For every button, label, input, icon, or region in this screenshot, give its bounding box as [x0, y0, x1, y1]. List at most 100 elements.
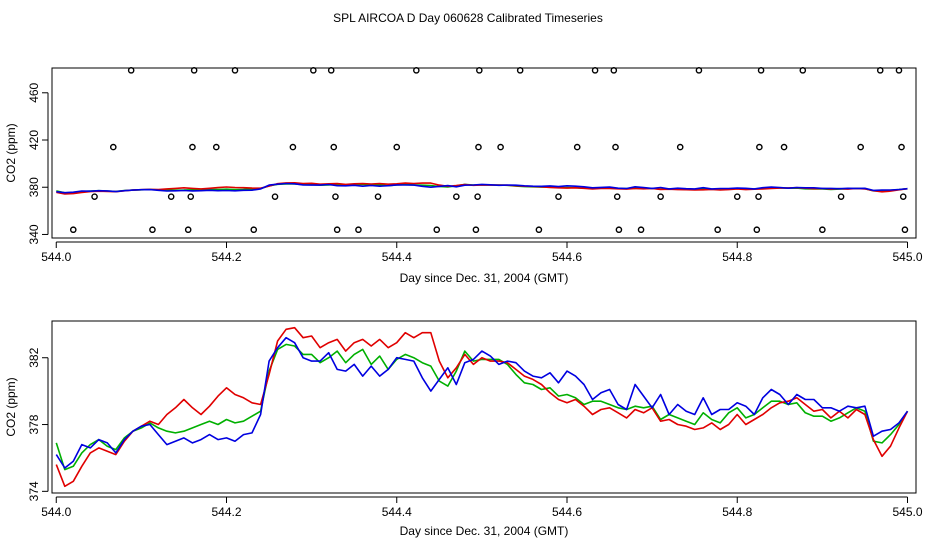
x-tick-label: 544.0 — [41, 505, 71, 519]
outlier-point — [355, 226, 362, 234]
outlier-point — [591, 67, 599, 74]
series-line-red — [55, 326, 909, 488]
outlier-point — [799, 67, 807, 74]
x-tick-label: 544.4 — [382, 505, 412, 519]
x-tick-label: 545.0 — [892, 250, 922, 264]
outlier-point — [167, 193, 175, 200]
outlier-point — [610, 67, 618, 74]
series-layer-top — [56, 182, 908, 195]
outlier-point — [433, 226, 441, 234]
outlier-point — [695, 67, 703, 74]
plot-frame-top — [51, 67, 917, 239]
outlier-point — [231, 67, 239, 74]
x-tick-label: 544.6 — [552, 250, 582, 264]
series-line-blue — [55, 336, 909, 469]
outlier-point — [497, 143, 504, 151]
y-axis-label-top: CO2 (ppm) — [4, 123, 18, 182]
outlier-point — [333, 226, 341, 234]
outlier-point — [69, 226, 77, 234]
x-tick-label: 544.2 — [211, 505, 241, 519]
outlier-point — [472, 226, 480, 234]
outlier-point — [676, 143, 684, 151]
x-tick-label: 544.8 — [722, 250, 752, 264]
outlier-point — [757, 67, 765, 74]
outlier-point — [212, 143, 220, 151]
outlier-point — [615, 226, 623, 234]
y-axis-top: 340 380 420 460 — [27, 82, 49, 244]
outlier-point — [516, 67, 524, 74]
x-axis-label-top: Day since Dec. 31, 2004 (GMT) — [400, 271, 569, 285]
outlier-point — [898, 143, 905, 151]
outlier-point — [901, 226, 909, 234]
panel-top: 544.0 544.2 544.4 544.6 544.8 545.0 340 380 420… — [4, 67, 923, 285]
x-tick-label: 544.4 — [382, 250, 412, 264]
outlier-point — [612, 143, 619, 151]
y-axis-bottom: 374 378 382 — [27, 347, 49, 501]
outlier-point — [413, 67, 420, 74]
outlier-point — [187, 193, 195, 200]
y-tick-label: 340 — [27, 224, 41, 244]
outlier-point — [190, 67, 198, 74]
outlier-point — [895, 67, 903, 74]
outlier-point — [184, 226, 192, 234]
outlier-point — [876, 67, 884, 74]
outlier-point — [755, 193, 762, 200]
outlier-point — [819, 226, 826, 234]
outlier-point — [250, 226, 258, 234]
outlier-point — [189, 143, 196, 151]
x-tick-label: 545.0 — [892, 505, 922, 519]
outlier-point — [310, 67, 317, 74]
outlier-point — [733, 193, 741, 200]
outlier-point — [555, 193, 562, 200]
y-tick-label: 460 — [27, 82, 41, 102]
outlier-point — [91, 193, 98, 200]
outlier-point — [780, 143, 788, 151]
y-axis-label-bottom: CO2 (ppm) — [4, 377, 18, 436]
x-axis-top: 544.0 544.2 544.4 544.6 544.8 545.0 — [41, 241, 923, 264]
outlier-point — [535, 226, 543, 234]
outlier-point — [756, 143, 763, 151]
outlier-point — [613, 193, 621, 200]
x-tick-label: 544.6 — [552, 505, 582, 519]
series-layer-bottom — [55, 326, 909, 488]
x-axis-bottom: 544.0 544.2 544.4 544.6 544.8 545.0 — [41, 496, 923, 519]
outlier-point — [289, 143, 297, 151]
outlier-point — [476, 67, 483, 74]
y-tick-label: 378 — [27, 414, 41, 434]
outlier-point — [271, 193, 279, 200]
outlier-point — [474, 193, 481, 200]
outlier-point — [637, 226, 645, 234]
y-tick-label: 420 — [27, 130, 41, 150]
outlier-point — [330, 143, 338, 151]
outlier-point — [573, 143, 581, 151]
outlier-point — [753, 226, 761, 234]
outlier-point — [127, 67, 135, 74]
outlier-layer — [69, 67, 909, 234]
outlier-point — [657, 193, 664, 200]
x-tick-label: 544.8 — [722, 505, 752, 519]
outlier-point — [475, 143, 482, 151]
series-line-blue — [56, 182, 908, 194]
outlier-point — [374, 193, 382, 200]
series-line-green — [55, 343, 909, 471]
chart-title: SPL AIRCOA D Day 060628 Calibrated Times… — [333, 11, 603, 25]
outlier-point — [109, 143, 117, 151]
outlier-point — [837, 193, 845, 200]
y-tick-label: 380 — [27, 177, 41, 197]
y-tick-label: 374 — [27, 481, 41, 501]
plot-frame-bottom — [51, 320, 917, 494]
outlier-point — [714, 226, 721, 234]
x-tick-label: 544.0 — [41, 250, 71, 264]
outlier-point — [393, 143, 401, 151]
panel-bottom: 544.0 544.2 544.4 544.6 544.8 545.0 374 378 382… — [4, 320, 923, 538]
x-axis-label-bottom: Day since Dec. 31, 2004 (GMT) — [400, 524, 569, 538]
outlier-point — [149, 226, 156, 234]
outlier-point — [899, 193, 907, 200]
outlier-point — [327, 67, 335, 74]
outlier-point — [453, 193, 460, 200]
outlier-point — [332, 193, 339, 200]
y-tick-label: 382 — [27, 347, 41, 367]
outlier-point — [857, 143, 864, 151]
